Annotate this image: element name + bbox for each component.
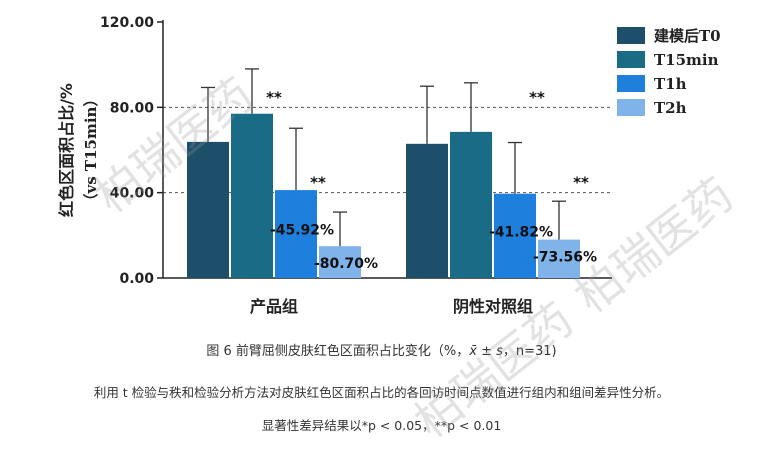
y-axis-label: 红色区面积占比/%	[57, 83, 76, 217]
legend-swatch	[617, 51, 645, 68]
bar	[450, 131, 492, 278]
significance-mark: **	[529, 88, 545, 106]
bar-data-label: -73.56%	[533, 250, 597, 266]
legend-label: T2h	[654, 99, 687, 117]
bar	[319, 246, 361, 278]
legend-swatch	[617, 99, 645, 116]
x-category-label: 产品组	[250, 297, 298, 316]
y-tick-label: 0.00	[119, 271, 154, 287]
legend-swatch	[617, 27, 645, 44]
legend-label: T15min	[654, 51, 719, 69]
bar-data-label: -45.92%	[270, 223, 334, 239]
bar-data-label: -41.82%	[489, 225, 553, 241]
bar-chart: 0.00 40.00 80.00 120.00 红色区面积占比/% （vs T15min）…	[57, 15, 721, 316]
figure-caption: 图 6 前臂屈侧皮肤红色区面积占比变化（%，x̄ ± s，n=31)	[0, 340, 763, 359]
legend-label: 建模后T0	[654, 27, 721, 45]
bar	[494, 193, 536, 278]
caption-stat: x̄ ± s	[469, 344, 503, 359]
y-tick-label: 80.00	[110, 100, 155, 116]
bar	[406, 143, 448, 278]
legend-swatch	[617, 75, 645, 92]
legend-label: T1h	[654, 75, 687, 93]
y-axis-label-sub: （vs T15min）	[82, 92, 100, 209]
caption-method: 利用 t 检验与秩和检验分析方法对皮肤红色区面积占比的各回访时间点数值进行组内和…	[93, 385, 670, 400]
significance-mark: **	[310, 174, 326, 192]
bar	[538, 239, 580, 278]
caption-main: 图 6 前臂屈侧皮肤红色区面积占比变化（%，	[206, 344, 470, 359]
bar-data-label: -80.70%	[314, 256, 378, 272]
caption-n: ，n=31)	[502, 344, 557, 359]
bar	[275, 190, 317, 278]
y-tick-label: 40.00	[110, 186, 155, 202]
caption-significance: 显著性差异结果以*p < 0.05，**p < 0.01	[261, 418, 502, 433]
bar	[187, 141, 229, 278]
bar	[231, 113, 273, 278]
y-tick-label: 120.00	[100, 15, 154, 31]
significance-mark: **	[573, 174, 589, 192]
significance-mark: **	[266, 88, 282, 106]
x-category-label: 阴性对照组	[453, 297, 533, 316]
